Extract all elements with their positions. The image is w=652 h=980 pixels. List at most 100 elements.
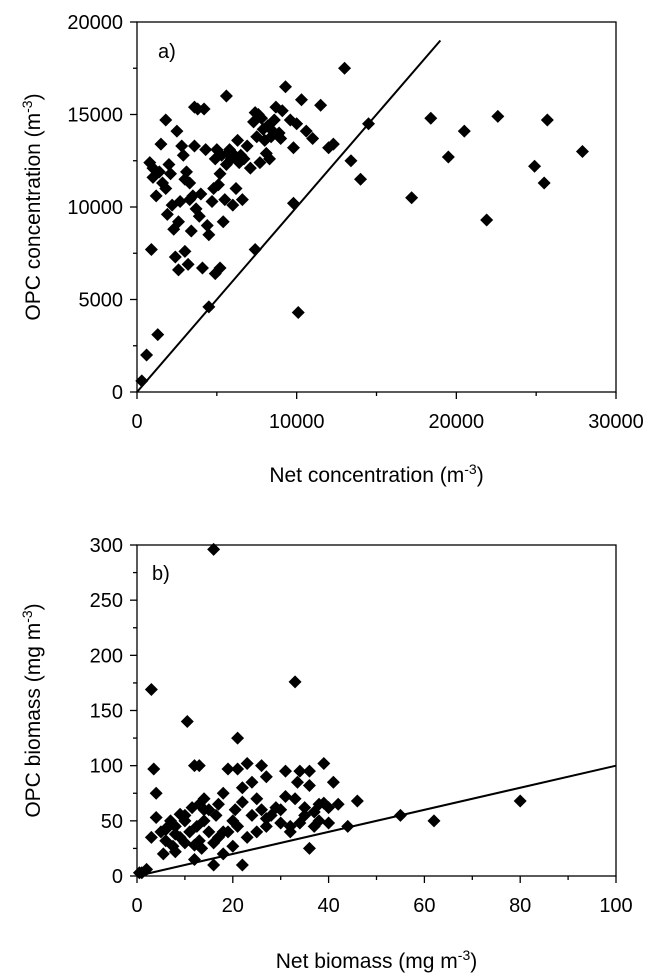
data-point bbox=[331, 797, 345, 811]
data-point bbox=[202, 228, 216, 242]
y-tick-label: 15000 bbox=[67, 105, 123, 127]
data-point bbox=[202, 300, 216, 314]
data-point bbox=[240, 830, 254, 844]
x-tick-label: 80 bbox=[509, 895, 531, 917]
data-point bbox=[302, 779, 316, 793]
data-point bbox=[159, 182, 173, 195]
data-point bbox=[354, 172, 368, 186]
data-point bbox=[187, 139, 201, 153]
data-point bbox=[170, 124, 184, 138]
x-axis-title: Net biomass (mg m-3) bbox=[276, 947, 478, 973]
x-tick-label: 10000 bbox=[269, 411, 325, 433]
data-point bbox=[326, 137, 340, 151]
data-point bbox=[197, 803, 211, 817]
data-point bbox=[227, 148, 241, 162]
data-point bbox=[135, 374, 149, 388]
x-tick-label: 0 bbox=[131, 411, 142, 433]
data-point bbox=[314, 98, 328, 112]
data-point bbox=[480, 213, 494, 227]
data-point bbox=[211, 178, 225, 192]
data-point bbox=[200, 219, 214, 232]
data-point bbox=[144, 683, 158, 697]
data-point bbox=[164, 167, 178, 181]
data-point bbox=[302, 764, 316, 778]
data-point bbox=[159, 113, 173, 127]
data-point bbox=[317, 796, 331, 810]
data-point bbox=[146, 161, 160, 175]
data-point bbox=[192, 209, 206, 223]
data-point bbox=[288, 792, 302, 806]
data-point bbox=[255, 111, 269, 125]
data-point bbox=[231, 731, 245, 745]
data-point bbox=[253, 156, 267, 170]
y-tick-label: 300 bbox=[90, 535, 123, 557]
y-tick-label: 0 bbox=[112, 382, 123, 404]
data-point bbox=[216, 847, 230, 861]
data-point bbox=[243, 161, 257, 175]
data-point bbox=[259, 770, 273, 784]
scatter-panel-b: 0 20 40 60 80 100 0 50 100 150 200 250 300 b) Net biom… bbox=[19, 535, 633, 973]
data-point bbox=[290, 117, 304, 131]
data-point bbox=[235, 795, 249, 809]
y-tick-label: 150 bbox=[90, 701, 123, 723]
data-point bbox=[393, 808, 407, 822]
data-point bbox=[181, 257, 195, 271]
data-point bbox=[178, 244, 192, 258]
y-tick-label: 0 bbox=[112, 866, 123, 888]
data-point bbox=[288, 675, 302, 689]
data-point bbox=[537, 176, 551, 190]
y-tick-label: 50 bbox=[101, 811, 123, 833]
data-point bbox=[144, 243, 158, 257]
data-point bbox=[209, 808, 223, 822]
data-point bbox=[491, 109, 505, 123]
data-point bbox=[240, 139, 254, 153]
panel-label: b) bbox=[152, 563, 170, 585]
x-tick-label: 20 bbox=[222, 895, 244, 917]
data-point bbox=[528, 159, 542, 173]
one-to-one-line bbox=[136, 39, 442, 393]
data-point bbox=[245, 775, 259, 789]
x-tick-label: 100 bbox=[599, 895, 632, 917]
data-point bbox=[274, 803, 288, 817]
y-axis-title: OPC concentration (m-3) bbox=[19, 93, 45, 320]
data-point bbox=[341, 819, 355, 833]
data-point bbox=[221, 762, 235, 776]
data-point bbox=[178, 814, 192, 828]
panel-label: a) bbox=[158, 41, 176, 63]
data-point bbox=[207, 542, 221, 556]
data-point bbox=[235, 781, 249, 795]
data-point bbox=[178, 836, 192, 850]
data-point bbox=[194, 187, 208, 201]
y-tick-label: 200 bbox=[90, 645, 123, 667]
data-point bbox=[338, 61, 352, 75]
data-point bbox=[218, 193, 232, 207]
x-tick-label: 0 bbox=[131, 895, 142, 917]
data-point bbox=[216, 215, 230, 229]
data-point bbox=[237, 152, 251, 166]
data-point bbox=[250, 792, 264, 806]
data-point bbox=[275, 104, 289, 118]
data-point bbox=[213, 167, 227, 181]
data-point bbox=[575, 145, 589, 158]
data-point bbox=[298, 801, 312, 815]
data-point bbox=[317, 756, 331, 770]
data-point bbox=[263, 152, 277, 166]
data-point bbox=[286, 141, 300, 155]
x-tick-label: 40 bbox=[317, 895, 339, 917]
data-point bbox=[151, 328, 165, 342]
y-tick-label: 100 bbox=[90, 756, 123, 778]
data-point bbox=[187, 838, 201, 852]
data-point bbox=[291, 305, 305, 319]
data-point bbox=[248, 243, 262, 257]
data-point bbox=[195, 261, 209, 275]
data-point bbox=[457, 124, 471, 138]
one-to-one-line bbox=[136, 764, 617, 877]
data-point bbox=[159, 823, 173, 837]
data-point bbox=[290, 775, 304, 789]
data-point bbox=[231, 133, 245, 147]
data-point bbox=[144, 830, 158, 844]
data-point bbox=[250, 825, 264, 839]
data-point bbox=[302, 841, 316, 855]
y-tick-label: 250 bbox=[90, 590, 123, 612]
data-point bbox=[259, 812, 273, 826]
